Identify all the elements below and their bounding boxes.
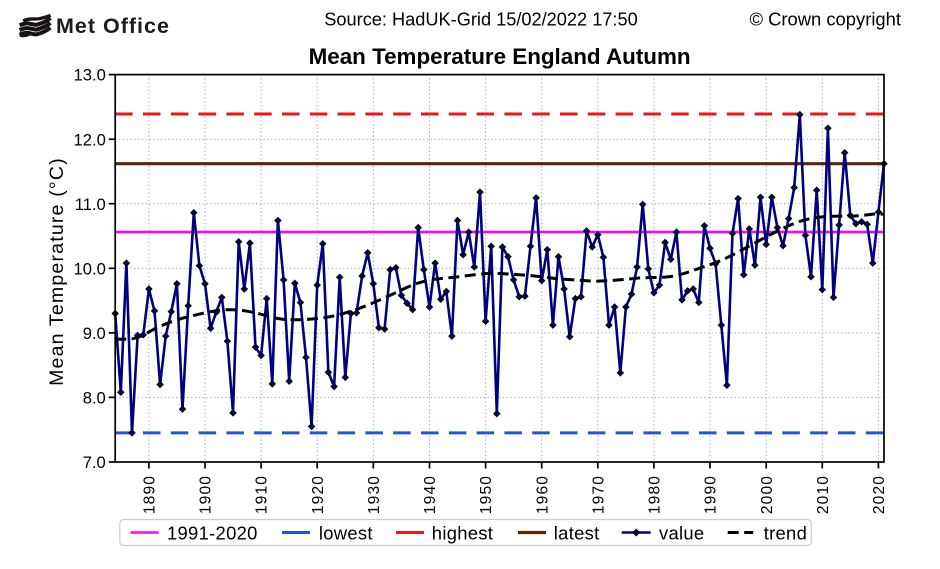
svg-text:1940: 1940 — [422, 475, 439, 514]
svg-text:10.0: 10.0 — [74, 259, 106, 278]
svg-text:lowest: lowest — [319, 523, 373, 544]
svg-text:Mean Temperature England Autum: Mean Temperature England Autumn — [309, 44, 691, 69]
svg-text:1910: 1910 — [254, 475, 271, 514]
svg-text:trend: trend — [764, 523, 807, 544]
svg-text:7.0: 7.0 — [83, 453, 106, 472]
svg-text:Source: HadUK-Grid 15/02/2022: Source: HadUK-Grid 15/02/2022 17:50 — [324, 10, 637, 30]
svg-text:value: value — [659, 523, 704, 544]
svg-text:1890: 1890 — [142, 475, 159, 514]
svg-text:1970: 1970 — [590, 475, 607, 514]
svg-text:1920: 1920 — [310, 475, 327, 514]
svg-text:8.0: 8.0 — [83, 389, 106, 408]
svg-text:highest: highest — [432, 523, 493, 544]
svg-text:12.0: 12.0 — [74, 130, 106, 149]
svg-text:Met Office: Met Office — [56, 14, 170, 38]
svg-text:© Crown copyright: © Crown copyright — [749, 9, 901, 30]
svg-text:1991-2020: 1991-2020 — [167, 523, 258, 544]
svg-text:2010: 2010 — [815, 475, 832, 514]
svg-text:13.0: 13.0 — [74, 66, 106, 85]
svg-text:Mean Temperature (°C): Mean Temperature (°C) — [46, 157, 68, 386]
svg-text:2020: 2020 — [871, 475, 888, 514]
svg-text:9.0: 9.0 — [83, 324, 106, 343]
svg-text:1900: 1900 — [198, 475, 215, 514]
svg-text:1930: 1930 — [366, 475, 383, 514]
svg-text:1950: 1950 — [478, 475, 495, 514]
svg-text:11.0: 11.0 — [75, 195, 106, 214]
svg-text:latest: latest — [554, 523, 600, 544]
svg-text:1960: 1960 — [534, 475, 551, 514]
svg-text:1990: 1990 — [703, 475, 720, 514]
svg-text:2000: 2000 — [759, 475, 776, 514]
svg-text:1980: 1980 — [647, 475, 664, 514]
